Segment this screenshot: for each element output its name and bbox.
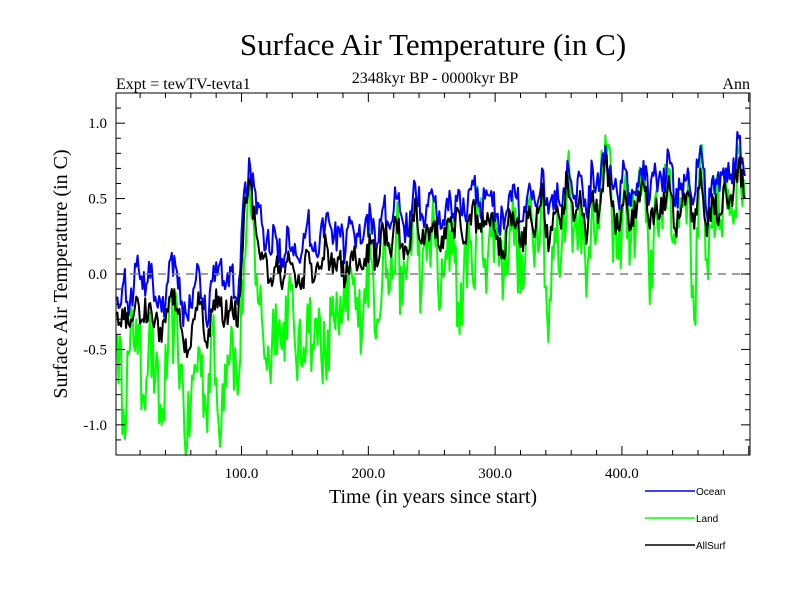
legend-label-ocean: Ocean bbox=[696, 487, 725, 498]
series-line-allsurf bbox=[116, 153, 746, 358]
y-tick-label: 0.0 bbox=[88, 267, 107, 283]
experiment-label: Expt = tewTV-tevta1 bbox=[116, 76, 251, 93]
y-axis-label: Surface Air Temperature (in C) bbox=[50, 149, 72, 398]
legend: Ocean Land AllSurf bbox=[645, 487, 726, 552]
x-tick-label: 400.0 bbox=[605, 466, 639, 482]
x-tick-label: 300.0 bbox=[478, 466, 512, 482]
x-tick-label: 200.0 bbox=[351, 466, 385, 482]
series-line-ocean bbox=[116, 131, 746, 328]
y-tick-label: -1.0 bbox=[83, 418, 107, 434]
axes-layer: 100.0 200.0 300.0 400.0 -1.0 -0.5 0.0 0.5 1.0 bbox=[83, 92, 751, 482]
y-tick-label: 1.0 bbox=[88, 116, 107, 132]
y-tick-label: 0.5 bbox=[88, 192, 107, 208]
x-tick-label: 100.0 bbox=[225, 466, 259, 482]
series-layer bbox=[116, 131, 746, 456]
chart-subtitle: 2348kyr BP - 0000kyr BP bbox=[352, 70, 519, 87]
x-axis-label: Time (in years since start) bbox=[329, 486, 537, 508]
series-line-land bbox=[116, 134, 746, 456]
season-label: Ann bbox=[722, 76, 750, 93]
y-tick-label: -0.5 bbox=[83, 342, 107, 358]
legend-label-land: Land bbox=[696, 514, 718, 525]
legend-label-allsurf: AllSurf bbox=[696, 541, 726, 552]
chart-title: Surface Air Temperature (in C) bbox=[240, 27, 626, 62]
